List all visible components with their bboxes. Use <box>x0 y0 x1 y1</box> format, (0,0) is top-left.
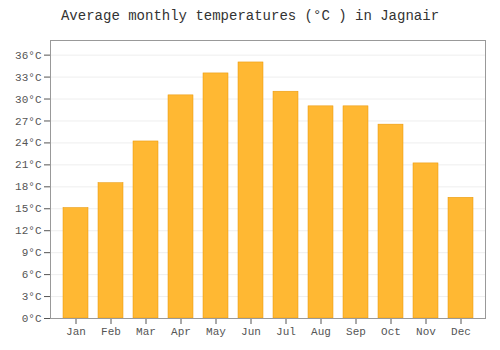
svg-text:30°C: 30°C <box>15 94 42 106</box>
svg-text:Jun: Jun <box>241 326 261 338</box>
svg-text:May: May <box>206 326 226 338</box>
svg-text:0°C: 0°C <box>22 313 42 325</box>
svg-text:Nov: Nov <box>416 326 436 338</box>
svg-text:Aug: Aug <box>311 326 331 338</box>
svg-text:6°C: 6°C <box>22 269 42 281</box>
svg-text:Feb: Feb <box>101 326 121 338</box>
svg-text:12°C: 12°C <box>15 225 42 237</box>
svg-text:9°C: 9°C <box>22 247 42 259</box>
svg-text:27°C: 27°C <box>15 115 42 127</box>
svg-text:Sep: Sep <box>346 326 366 338</box>
svg-text:24°C: 24°C <box>15 137 42 149</box>
svg-text:Jan: Jan <box>66 326 86 338</box>
svg-text:Oct: Oct <box>381 326 401 338</box>
svg-text:Dec: Dec <box>451 326 471 338</box>
svg-text:Mar: Mar <box>136 326 156 338</box>
svg-text:15°C: 15°C <box>15 203 42 215</box>
svg-text:Jul: Jul <box>276 326 296 338</box>
svg-text:21°C: 21°C <box>15 159 42 171</box>
svg-text:Apr: Apr <box>171 326 191 338</box>
html-text:Average monthly temperatures (: Average monthly temperatures (°C ) in Ja… <box>61 8 439 24</box>
svg-text:18°C: 18°C <box>15 181 42 193</box>
svg-text:36°C: 36°C <box>15 50 42 62</box>
svg-text:3°C: 3°C <box>22 291 42 303</box>
svg-text:33°C: 33°C <box>15 72 42 84</box>
